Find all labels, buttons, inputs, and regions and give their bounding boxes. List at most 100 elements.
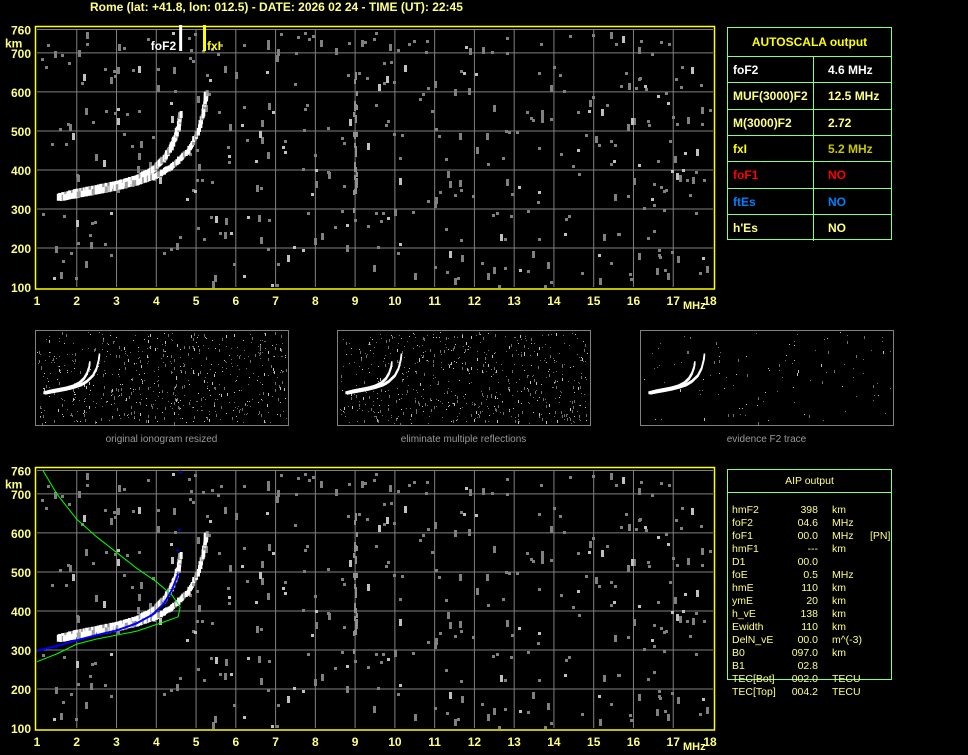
- noise-point: [197, 668, 200, 671]
- trace-point: [363, 388, 366, 392]
- noise-point: [463, 513, 466, 516]
- noise-point: [189, 402, 190, 405]
- noise-point: [136, 363, 137, 364]
- noise-point: [519, 710, 522, 713]
- x-tick-label: 4: [153, 735, 160, 749]
- noise-point: [53, 277, 56, 280]
- noise-point: [653, 624, 656, 627]
- noise-point: [267, 404, 268, 407]
- noise-point: [189, 153, 192, 156]
- y-tick-label: 600: [11, 86, 31, 100]
- aip-row: Ewidth 110 km: [732, 621, 892, 634]
- trace-point: [357, 389, 359, 393]
- trace-point: [374, 385, 377, 389]
- noise-point: [209, 520, 212, 523]
- noise-point: [126, 554, 129, 557]
- noise-point: [369, 342, 370, 345]
- noise-point: [277, 414, 278, 415]
- trace-point: [150, 615, 154, 622]
- noise-point: [359, 404, 360, 407]
- noise-point: [674, 364, 675, 365]
- trace-point: [98, 628, 102, 635]
- trace-point: [677, 385, 680, 389]
- y-tick-label: 760: [11, 465, 31, 479]
- trace-point: [664, 388, 667, 392]
- trace-point: [109, 622, 113, 630]
- noise-point: [610, 604, 613, 607]
- noise-point: [149, 603, 152, 610]
- trace-point: [141, 618, 145, 625]
- noise-point: [282, 343, 283, 344]
- noise-point: [371, 364, 372, 365]
- noise-point: [542, 418, 543, 421]
- trace-point: [192, 577, 196, 584]
- noise-point: [189, 498, 192, 501]
- noise-point: [360, 351, 361, 354]
- noise-point: [441, 367, 442, 368]
- noise-point: [173, 508, 176, 515]
- noise-point: [416, 390, 417, 391]
- noise-point: [215, 399, 216, 400]
- trace-point: [684, 383, 686, 387]
- noise-point: [367, 666, 370, 669]
- noise-point: [84, 401, 85, 402]
- trace-point: [136, 178, 140, 185]
- noise-point: [478, 414, 479, 415]
- noise-point: [501, 364, 502, 365]
- noise-point: [138, 347, 139, 348]
- trace-point: [113, 184, 117, 191]
- noise-point: [689, 194, 692, 197]
- noise-point: [471, 382, 472, 383]
- noise-point: [285, 398, 286, 399]
- noise-point: [506, 376, 507, 377]
- noise-point: [366, 77, 369, 80]
- noise-point: [229, 124, 232, 131]
- aip-param-value: ---: [807, 543, 819, 555]
- aip-row: TEC[Bot] 002.0 TECU: [732, 673, 892, 686]
- noise-point: [210, 395, 211, 396]
- thumbnail-frame: [640, 330, 894, 426]
- noise-point: [314, 238, 317, 245]
- profile-plot: + +++ +++++++++760700600500400300200100km1…: [5, 465, 717, 754]
- noise-point: [882, 341, 883, 342]
- noise-point: [486, 371, 487, 372]
- noise-point: [252, 399, 253, 400]
- noise-point: [370, 350, 371, 351]
- noise-point: [103, 160, 106, 167]
- noise-point: [138, 153, 141, 160]
- trace-point: [132, 180, 136, 187]
- noise-point: [436, 399, 437, 400]
- trace-point: [377, 384, 380, 388]
- noise-point: [348, 42, 351, 45]
- noise-point: [454, 336, 455, 337]
- noise-point: [209, 414, 210, 415]
- blue-profile-point: +: [54, 641, 59, 651]
- noise-point: [459, 357, 460, 358]
- noise-point: [94, 375, 95, 376]
- noise-point: [175, 399, 176, 400]
- noise-point: [496, 362, 497, 363]
- noise-point: [74, 399, 75, 400]
- noise-point: [542, 335, 543, 336]
- noise-point: [681, 66, 684, 69]
- noise-point: [595, 136, 598, 143]
- noise-point: [205, 399, 206, 400]
- noise-point: [131, 406, 132, 409]
- noise-point: [50, 373, 51, 374]
- aip-param-name: TEC[Top]: [732, 686, 776, 698]
- noise-point: [125, 353, 126, 354]
- noise-point: [668, 43, 671, 46]
- noise-point: [747, 374, 748, 377]
- noise-point: [365, 391, 366, 392]
- noise-point: [327, 568, 330, 571]
- noise-point: [155, 348, 156, 351]
- noise-point: [476, 147, 479, 154]
- noise-point: [454, 635, 457, 638]
- noise-point: [118, 374, 119, 375]
- noise-point: [62, 701, 65, 704]
- noise-point: [615, 484, 618, 487]
- noise-point: [41, 366, 42, 369]
- aip-row: foE 0.5 MHz: [732, 569, 892, 582]
- noise-point: [630, 719, 633, 722]
- noise-point: [204, 421, 205, 422]
